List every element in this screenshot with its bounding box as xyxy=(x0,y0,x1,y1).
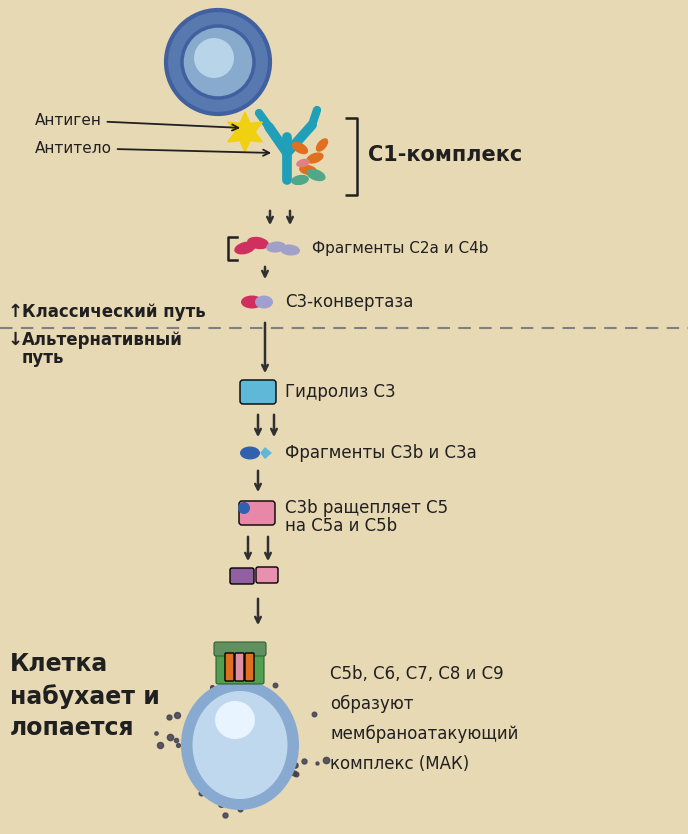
FancyBboxPatch shape xyxy=(225,653,234,681)
Polygon shape xyxy=(260,447,272,459)
Ellipse shape xyxy=(306,153,323,163)
Text: С5b, С6, С7, С8 и С9: С5b, С6, С7, С8 и С9 xyxy=(330,665,504,683)
FancyBboxPatch shape xyxy=(239,501,275,525)
FancyBboxPatch shape xyxy=(240,380,276,404)
Ellipse shape xyxy=(292,142,308,154)
Ellipse shape xyxy=(181,680,299,810)
Text: С1-комплекс: С1-комплекс xyxy=(368,145,522,165)
FancyBboxPatch shape xyxy=(256,567,278,583)
Ellipse shape xyxy=(234,242,256,254)
Text: Классический путь: Классический путь xyxy=(22,303,206,321)
Text: ↑: ↑ xyxy=(8,303,23,321)
Ellipse shape xyxy=(241,295,263,309)
Ellipse shape xyxy=(266,242,286,253)
Text: Фрагменты С3b и С3а: Фрагменты С3b и С3а xyxy=(285,444,477,462)
Ellipse shape xyxy=(291,175,309,185)
Polygon shape xyxy=(228,112,262,152)
FancyBboxPatch shape xyxy=(230,568,254,584)
Text: ↓: ↓ xyxy=(8,331,23,349)
Circle shape xyxy=(194,38,234,78)
Ellipse shape xyxy=(280,244,300,255)
Circle shape xyxy=(182,26,254,98)
Text: на С5а и С5b: на С5а и С5b xyxy=(285,517,397,535)
Ellipse shape xyxy=(299,165,317,175)
Circle shape xyxy=(238,502,250,514)
FancyBboxPatch shape xyxy=(235,653,244,681)
FancyBboxPatch shape xyxy=(216,648,264,684)
FancyBboxPatch shape xyxy=(214,642,266,656)
Ellipse shape xyxy=(247,237,269,249)
Ellipse shape xyxy=(240,446,260,460)
Text: Антиген: Антиген xyxy=(35,113,238,131)
Text: Антитело: Антитело xyxy=(35,140,269,156)
Text: Фрагменты С2а и С4b: Фрагменты С2а и С4b xyxy=(312,240,488,255)
Ellipse shape xyxy=(215,701,255,739)
FancyBboxPatch shape xyxy=(245,653,254,681)
Text: путь: путь xyxy=(22,349,65,367)
Text: С3-конвертаза: С3-конвертаза xyxy=(285,293,413,311)
Text: комплекс (МАК): комплекс (МАК) xyxy=(330,755,469,773)
Ellipse shape xyxy=(296,158,310,168)
Text: Гидролиз С3: Гидролиз С3 xyxy=(285,383,396,401)
Text: С3b ращепляет С5: С3b ращепляет С5 xyxy=(285,499,448,517)
Text: Клетка
набухает и
лопается: Клетка набухает и лопается xyxy=(10,652,160,741)
Ellipse shape xyxy=(306,168,325,181)
Ellipse shape xyxy=(193,691,288,799)
Text: мембраноатакующий: мембраноатакующий xyxy=(330,725,518,743)
Text: образуют: образуют xyxy=(330,695,413,713)
Text: Альтернативный: Альтернативный xyxy=(22,331,183,349)
Circle shape xyxy=(166,10,270,114)
Ellipse shape xyxy=(316,138,328,152)
Ellipse shape xyxy=(255,295,273,309)
